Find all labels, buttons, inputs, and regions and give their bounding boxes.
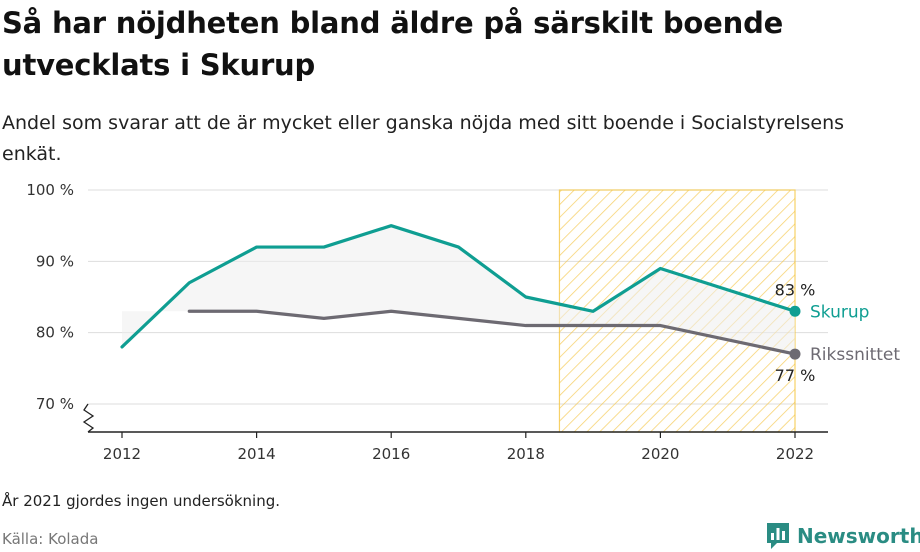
series-line-skurup <box>120 224 797 349</box>
series-line-riks <box>187 309 797 356</box>
chart-subtitle: Andel som svarar att de är mycket eller … <box>2 112 845 165</box>
source-text: Källa: Kolada <box>2 530 99 548</box>
y-tick-label: 70 % <box>36 395 74 413</box>
y-tick-label: 90 % <box>36 252 74 270</box>
x-tick-label: 2020 <box>641 445 679 463</box>
chart-title: Så har nöjdheten bland äldre på särskilt… <box>2 6 784 82</box>
series-name-label: Skurup <box>810 302 869 322</box>
series-end-point <box>789 348 801 360</box>
brand-logo: Newsworthy <box>765 520 920 552</box>
x-tick-label: 2022 <box>776 445 814 463</box>
x-tick-label: 2012 <box>103 445 141 463</box>
series-name-label: Rikssnittet <box>810 345 900 365</box>
series-value-label: 83 % <box>775 280 816 299</box>
series-value-label: 77 % <box>775 366 816 385</box>
x-tick-label: 2014 <box>238 445 276 463</box>
footnote: År 2021 gjordes ingen undersökning. <box>2 492 281 510</box>
x-tick-label: 2018 <box>507 445 545 463</box>
axis-break-icon <box>82 403 95 433</box>
y-tick-label: 80 % <box>36 324 74 342</box>
series-gap-area <box>122 225 795 355</box>
series-end-point <box>789 305 801 317</box>
brand-name: Newsworthy <box>797 524 920 548</box>
y-tick-label: 100 % <box>26 181 74 199</box>
x-tick-label: 2016 <box>372 445 410 463</box>
newsworthy-logo-icon <box>767 523 789 549</box>
